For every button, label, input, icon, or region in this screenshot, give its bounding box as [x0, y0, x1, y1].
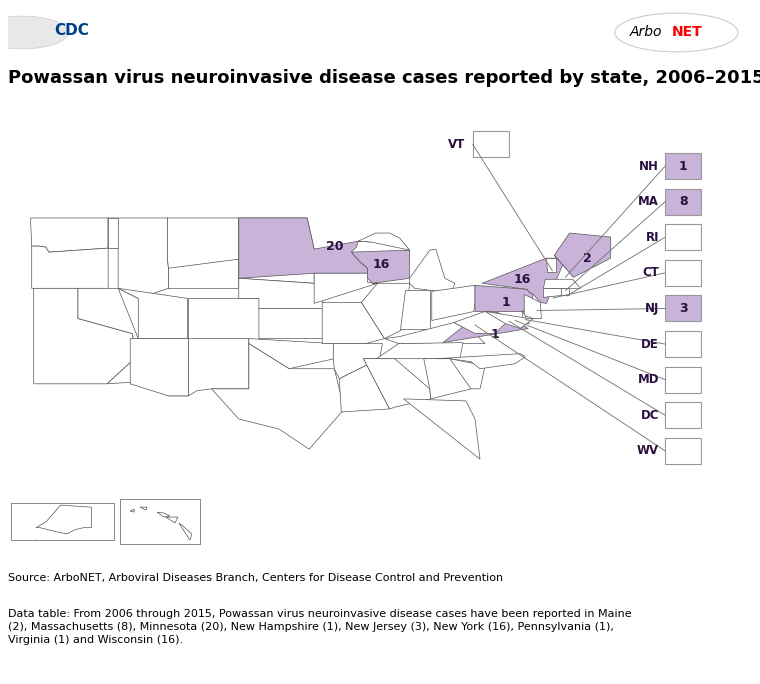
- Polygon shape: [36, 505, 91, 534]
- Polygon shape: [524, 294, 541, 319]
- Polygon shape: [424, 358, 471, 399]
- Polygon shape: [362, 283, 410, 339]
- Polygon shape: [543, 279, 581, 289]
- Polygon shape: [314, 273, 378, 304]
- Polygon shape: [562, 289, 569, 295]
- Text: NH: NH: [639, 159, 659, 173]
- Polygon shape: [157, 512, 170, 517]
- Polygon shape: [188, 339, 249, 396]
- Text: CDC: CDC: [54, 23, 89, 38]
- Polygon shape: [167, 218, 239, 289]
- Polygon shape: [443, 313, 528, 343]
- Text: DC: DC: [641, 408, 659, 422]
- Polygon shape: [33, 289, 138, 384]
- Polygon shape: [179, 523, 192, 540]
- Polygon shape: [400, 290, 429, 328]
- Text: RI: RI: [645, 231, 659, 244]
- Polygon shape: [363, 358, 390, 409]
- Text: 1: 1: [491, 328, 499, 341]
- Text: DE: DE: [641, 337, 659, 351]
- Polygon shape: [485, 311, 534, 328]
- Text: Arbo: Arbo: [630, 25, 663, 38]
- Polygon shape: [130, 339, 188, 396]
- Text: 3: 3: [679, 302, 688, 315]
- Polygon shape: [118, 289, 188, 339]
- Polygon shape: [166, 517, 178, 523]
- Polygon shape: [385, 322, 485, 343]
- Text: 2: 2: [583, 252, 592, 265]
- Text: WV: WV: [637, 444, 659, 458]
- Text: MD: MD: [638, 373, 659, 386]
- Polygon shape: [432, 285, 475, 321]
- Polygon shape: [239, 218, 372, 278]
- Text: NET: NET: [672, 25, 703, 38]
- Polygon shape: [108, 218, 169, 298]
- Circle shape: [615, 13, 738, 52]
- Polygon shape: [239, 278, 326, 308]
- Text: 16: 16: [514, 273, 531, 286]
- Polygon shape: [108, 218, 118, 248]
- Text: 8: 8: [679, 195, 688, 209]
- Polygon shape: [140, 507, 147, 510]
- Polygon shape: [130, 509, 134, 512]
- Polygon shape: [522, 311, 529, 324]
- Polygon shape: [249, 339, 334, 369]
- Polygon shape: [351, 250, 410, 283]
- Polygon shape: [482, 258, 565, 304]
- Polygon shape: [543, 289, 562, 298]
- Polygon shape: [410, 249, 455, 292]
- Polygon shape: [404, 399, 480, 459]
- Polygon shape: [376, 343, 463, 358]
- Polygon shape: [334, 343, 382, 379]
- Polygon shape: [138, 339, 188, 396]
- Text: NJ: NJ: [644, 302, 659, 315]
- Polygon shape: [359, 233, 410, 250]
- Polygon shape: [554, 233, 611, 277]
- Polygon shape: [554, 255, 574, 277]
- Circle shape: [0, 16, 68, 49]
- Polygon shape: [169, 259, 239, 289]
- Polygon shape: [239, 249, 314, 283]
- Text: CT: CT: [642, 266, 659, 280]
- Polygon shape: [259, 308, 334, 339]
- Text: 16: 16: [373, 258, 390, 271]
- Polygon shape: [546, 258, 556, 272]
- Polygon shape: [211, 343, 344, 449]
- Text: Data table: From 2006 through 2015, Powassan virus neuroinvasive disease cases h: Data table: From 2006 through 2015, Powa…: [8, 609, 632, 645]
- Text: 1: 1: [502, 296, 511, 309]
- Polygon shape: [450, 358, 485, 389]
- Polygon shape: [437, 354, 525, 369]
- Text: Powassan virus neuroinvasive disease cases reported by state, 2006–2015: Powassan virus neuroinvasive disease cas…: [8, 69, 760, 87]
- Polygon shape: [78, 289, 138, 384]
- Polygon shape: [363, 358, 431, 409]
- Polygon shape: [239, 218, 314, 259]
- Polygon shape: [454, 311, 510, 334]
- Text: 1: 1: [679, 159, 688, 173]
- Polygon shape: [30, 218, 108, 252]
- Text: VT: VT: [448, 137, 465, 151]
- Text: MA: MA: [638, 195, 659, 209]
- Polygon shape: [475, 285, 534, 311]
- Text: Source: ArboNET, Arboviral Diseases Branch, Centers for Disease Control and Prev: Source: ArboNET, Arboviral Diseases Bran…: [8, 573, 502, 583]
- Text: 20: 20: [325, 239, 343, 252]
- Polygon shape: [188, 298, 259, 339]
- Polygon shape: [32, 246, 108, 289]
- Polygon shape: [339, 358, 390, 412]
- Polygon shape: [322, 302, 385, 343]
